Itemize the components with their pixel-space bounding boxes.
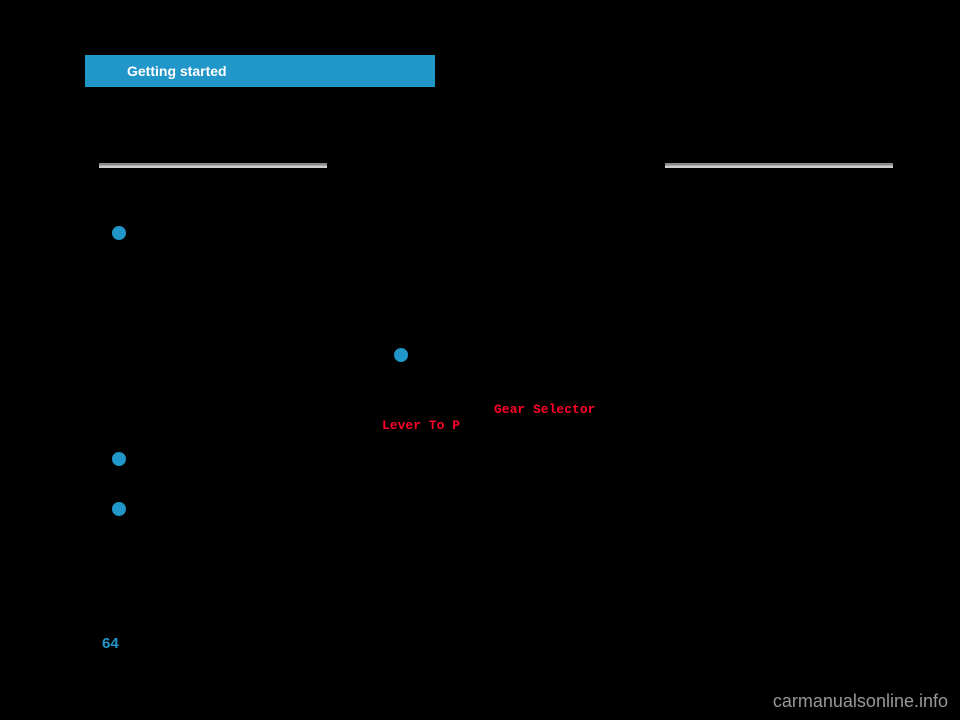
bullet-icon <box>112 226 126 240</box>
bullet-icon <box>394 348 408 362</box>
page-number: 64 <box>102 635 119 652</box>
section-header-title: Getting started <box>127 63 227 79</box>
bullet-icon <box>112 502 126 516</box>
watermark-text: carmanualsonline.info <box>773 691 948 712</box>
display-message-line1: Gear Selector <box>494 402 595 417</box>
manual-page: Getting started Gear Selector Lever To P… <box>0 0 960 720</box>
display-message-line2: Lever To P <box>382 418 460 433</box>
section-header-bar: Getting started <box>85 55 435 87</box>
divider-left <box>99 163 327 168</box>
divider-right <box>665 163 893 168</box>
bullet-icon <box>112 452 126 466</box>
